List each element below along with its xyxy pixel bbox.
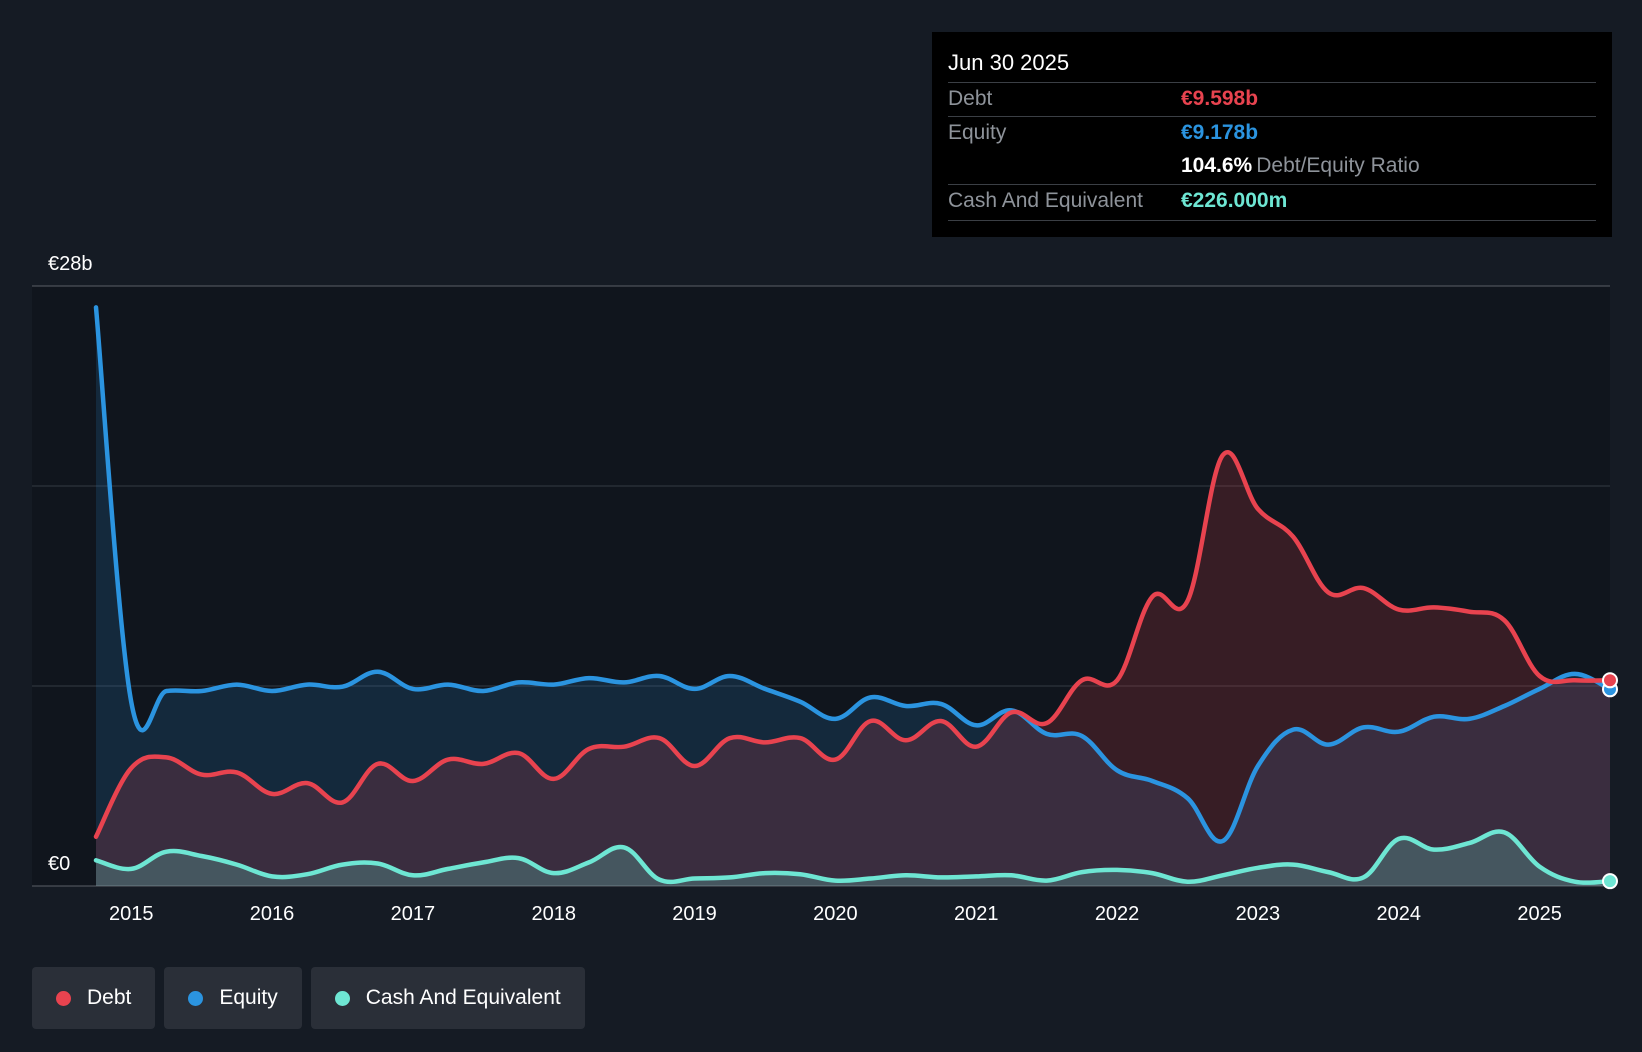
tooltip-equity-row: Equity €9.178b [948, 116, 1596, 151]
x-tick-2017: 2017 [391, 903, 436, 925]
tooltip-divider [948, 220, 1596, 221]
area-cash-and-equivalent [96, 831, 1610, 886]
tooltip-ratio: 104.6% Debt/Equity Ratio [1181, 154, 1420, 178]
x-tick-2022: 2022 [1095, 903, 1140, 925]
legend-label-debt: Debt [87, 986, 132, 1009]
line-cash-and-equivalent [93, 829, 1613, 885]
x-tick-2021: 2021 [954, 903, 999, 925]
x-tick-2016: 2016 [250, 903, 295, 925]
x-tick-2025: 2025 [1517, 903, 1562, 925]
marker-debt [1602, 672, 1618, 689]
legend-dot-cash-icon [334, 990, 350, 1006]
y-axis-max-label: €28b [48, 253, 93, 275]
tooltip-debt-row: Debt €9.598b [948, 82, 1596, 117]
x-tick-2020: 2020 [813, 903, 858, 925]
marker-cash-and-equivalent [1602, 873, 1618, 890]
tooltip-date: Jun 30 2025 [948, 50, 1070, 75]
legend: Debt Equity Cash And Equivalent [32, 967, 594, 1029]
tooltip-equity-value: €9.178b [1181, 121, 1259, 144]
area-equity [96, 307, 1610, 886]
x-tick-2019: 2019 [672, 903, 717, 925]
x-tick-2018: 2018 [531, 903, 576, 925]
legend-item-equity[interactable]: Equity [164, 967, 302, 1029]
line-debt [93, 450, 1613, 839]
legend-item-cash[interactable]: Cash And Equivalent [310, 967, 585, 1029]
legend-dot-debt-icon [56, 990, 71, 1006]
tooltip-debt-label: Debt [948, 87, 993, 110]
tooltip-cash-label: Cash And Equivalent [948, 189, 1143, 212]
x-tick-2023: 2023 [1236, 903, 1281, 925]
x-tick-2024: 2024 [1376, 903, 1421, 925]
tooltip-debt-value: €9.598b [1181, 87, 1259, 110]
tooltip-ratio-label: Debt/Equity Ratio [1256, 154, 1420, 177]
tooltip-cash-row: Cash And Equivalent €226.000m [948, 184, 1596, 219]
y-axis-min-label: €0 [48, 853, 70, 875]
tooltip: Jun 30 2025 Debt €9.598b Equity €9.178b … [932, 32, 1612, 237]
legend-label-equity: Equity [219, 986, 278, 1009]
legend-dot-equity-icon [188, 990, 204, 1006]
area-debt [96, 452, 1610, 886]
tooltip-ratio-value: 104.6% [1181, 154, 1253, 177]
legend-item-debt[interactable]: Debt [32, 967, 156, 1029]
line-equity [93, 305, 1613, 844]
tooltip-equity-label: Equity [948, 121, 1007, 144]
tooltip-cash-value: €226.000m [1181, 189, 1288, 212]
x-tick-2015: 2015 [109, 903, 154, 925]
legend-label-cash: Cash And Equivalent [365, 986, 561, 1009]
